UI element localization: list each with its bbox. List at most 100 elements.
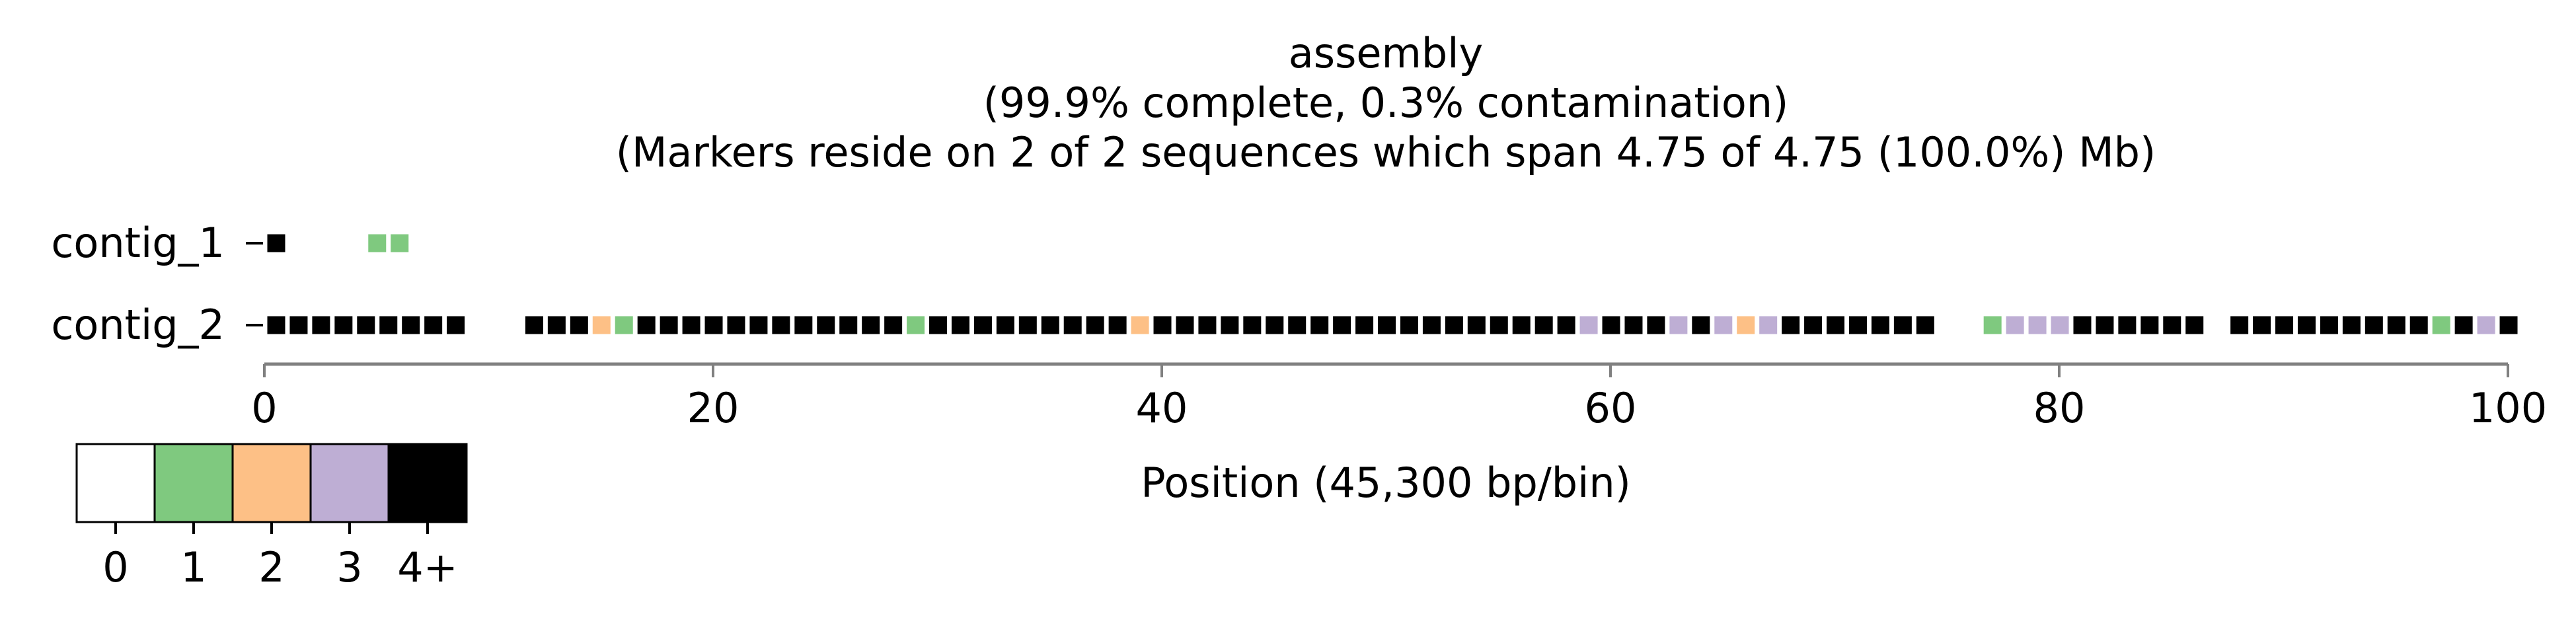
marker-cell [334,316,353,334]
colorbar-label: 0 [102,543,128,591]
marker-cell [1669,316,1688,334]
row-label-contig_2: contig_2 [51,301,225,349]
marker-cell [2073,316,2092,334]
colorbar-label: 3 [336,543,362,591]
colorbar-swatch [153,443,234,523]
marker-cell [727,316,745,334]
marker-cell [1266,316,1284,334]
row-label-contig_1: contig_1 [51,219,225,267]
x-axis: 0 20 40 60 80 100 [251,362,2547,432]
marker-cell [1512,316,1531,334]
chart-title: assembly [1289,29,1483,77]
marker-cell [817,316,835,334]
marker-cell [1848,316,1867,334]
marker-cell [2163,316,2181,334]
marker-cell [2051,316,2069,334]
marker-cell [772,316,790,334]
marker-cell [1871,316,1889,334]
marker-cell [1063,316,1082,334]
marker-cell [2387,316,2406,334]
chart-subtitle-span: (Markers reside on 2 of 2 sequences whic… [616,128,2156,176]
marker-cell [1288,316,1307,334]
marker-cell [1333,316,1351,334]
marker-cell [1827,316,1845,334]
marker-cell [2297,316,2316,334]
marker-cell [1422,316,1441,334]
marker-cell [884,316,903,334]
marker-cell [1534,316,1553,334]
marker-cell [749,316,768,334]
marker-cell [424,316,443,334]
marker-cell [1557,316,1575,334]
marker-cell [1983,316,2002,334]
marker-cell [357,316,375,334]
marker-cell [2454,316,2473,334]
colorbar-swatch [387,443,468,523]
marker-cell [2140,316,2159,334]
marker-cell [547,316,566,334]
marker-cell [1018,316,1037,334]
marker-cell [1221,316,1239,334]
contig-rows: contig_1 contig_2 [51,219,2518,349]
marker-cell [2275,316,2294,334]
marker-cell [1355,316,1374,334]
marker-cell [592,316,611,334]
marker-cell [1490,316,1508,334]
marker-cell [1243,316,1262,334]
colorbar-label: 2 [258,543,284,591]
marker-cell [704,316,723,334]
marker-cell [447,316,465,334]
marker-cell [1108,316,1127,334]
marker-cell [1602,316,1620,334]
marker-cell [1378,316,1396,334]
marker-cell [2253,316,2271,334]
marker-cell [1624,316,1643,334]
marker-cell [907,316,925,334]
marker-cell [2432,316,2450,334]
marker-cell [951,316,969,334]
colorbar-swatch [75,443,156,523]
marker-cell [1153,316,1172,334]
marker-cell [1579,316,1598,334]
marker-cell [1445,316,1463,334]
marker-cell [1400,316,1418,334]
marker-cell [1131,316,1149,334]
marker-cell [862,316,880,334]
marker-cell [1759,316,1778,334]
marker-cell [973,316,992,334]
chart-subtitle-completeness: (99.9% complete, 0.3% contamination) [983,79,1789,127]
marker-cell [2342,316,2361,334]
marker-cell [615,316,633,334]
x-tick-label: 0 [251,384,277,432]
marker-cell [637,316,656,334]
marker-cell [2320,316,2338,334]
colorbar-swatch [309,443,390,523]
marker-cell [996,316,1014,334]
marker-cell [660,316,678,334]
marker-cell [1714,316,1733,334]
marker-cell [525,316,543,334]
colorbar-label: 1 [180,543,206,591]
marker-cell [2096,316,2114,334]
marker-cell [2118,316,2137,334]
marker-cell [682,316,701,334]
marker-cell [1041,316,1059,334]
marker-cell [267,234,285,252]
marker-cell [570,316,588,334]
marker-cell [1692,316,1710,334]
marker-cell [312,316,330,334]
marker-cell [2185,316,2204,334]
marker-cell [1737,316,1755,334]
marker-cell [2028,316,2047,334]
marker-cell [2365,316,2383,334]
marker-cell [1647,316,1665,334]
marker-cell [2006,316,2024,334]
marker-cell [2409,316,2428,334]
marker-cell [267,316,285,334]
x-axis-label: Position (45,300 bp/bin) [1141,459,1631,507]
x-tick-label: 40 [1136,384,1188,432]
marker-cell [2499,316,2518,334]
marker-cell [2230,316,2249,334]
marker-cell [929,316,948,334]
